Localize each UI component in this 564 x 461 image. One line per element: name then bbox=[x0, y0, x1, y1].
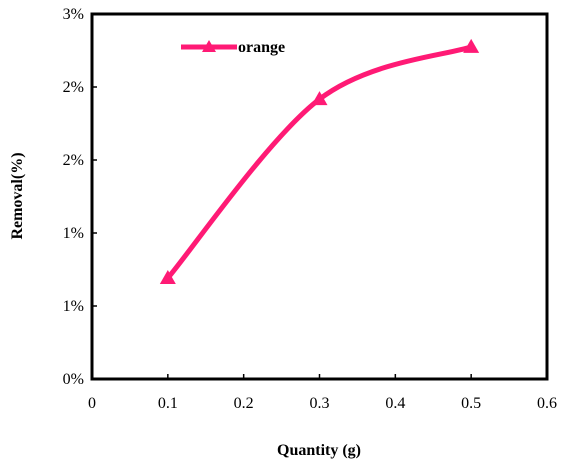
data-point-marker bbox=[159, 270, 176, 285]
legend-label-orange: orange bbox=[238, 39, 285, 56]
plot-area-frame bbox=[90, 12, 549, 381]
x-tick-label: 0.3 bbox=[310, 395, 330, 412]
series-layer bbox=[159, 38, 480, 285]
x-axis-ticks: 0 0.1 0.2 0.3 0.4 0.5 0.6 bbox=[88, 374, 557, 412]
x-tick-label: 0.1 bbox=[158, 395, 178, 412]
x-tick-label: 0.5 bbox=[461, 395, 481, 412]
x-axis-title: Quantity (g) bbox=[277, 442, 361, 459]
x-tick-label: 0.4 bbox=[385, 395, 405, 412]
y-tick-label: 2% bbox=[63, 152, 84, 169]
y-tick-label: 3% bbox=[63, 6, 84, 23]
legend: orange bbox=[181, 39, 285, 56]
legend-marker bbox=[202, 40, 216, 52]
data-point-marker bbox=[463, 38, 480, 53]
y-axis-title: Removal(%) bbox=[9, 152, 26, 239]
data-point-marker bbox=[311, 91, 328, 106]
y-tick-label: 0% bbox=[63, 371, 84, 388]
y-axis-ticks: 0% 1% 1% 2% 2% 3% bbox=[63, 6, 97, 388]
y-tick-label: 1% bbox=[63, 298, 84, 315]
x-tick-label: 0.6 bbox=[537, 395, 557, 412]
y-tick-label: 2% bbox=[63, 79, 84, 96]
y-tick-label: 1% bbox=[63, 225, 84, 242]
x-tick-label: 0.2 bbox=[234, 395, 254, 412]
series-line-orange bbox=[165, 44, 472, 280]
x-tick-label: 0 bbox=[88, 395, 96, 412]
